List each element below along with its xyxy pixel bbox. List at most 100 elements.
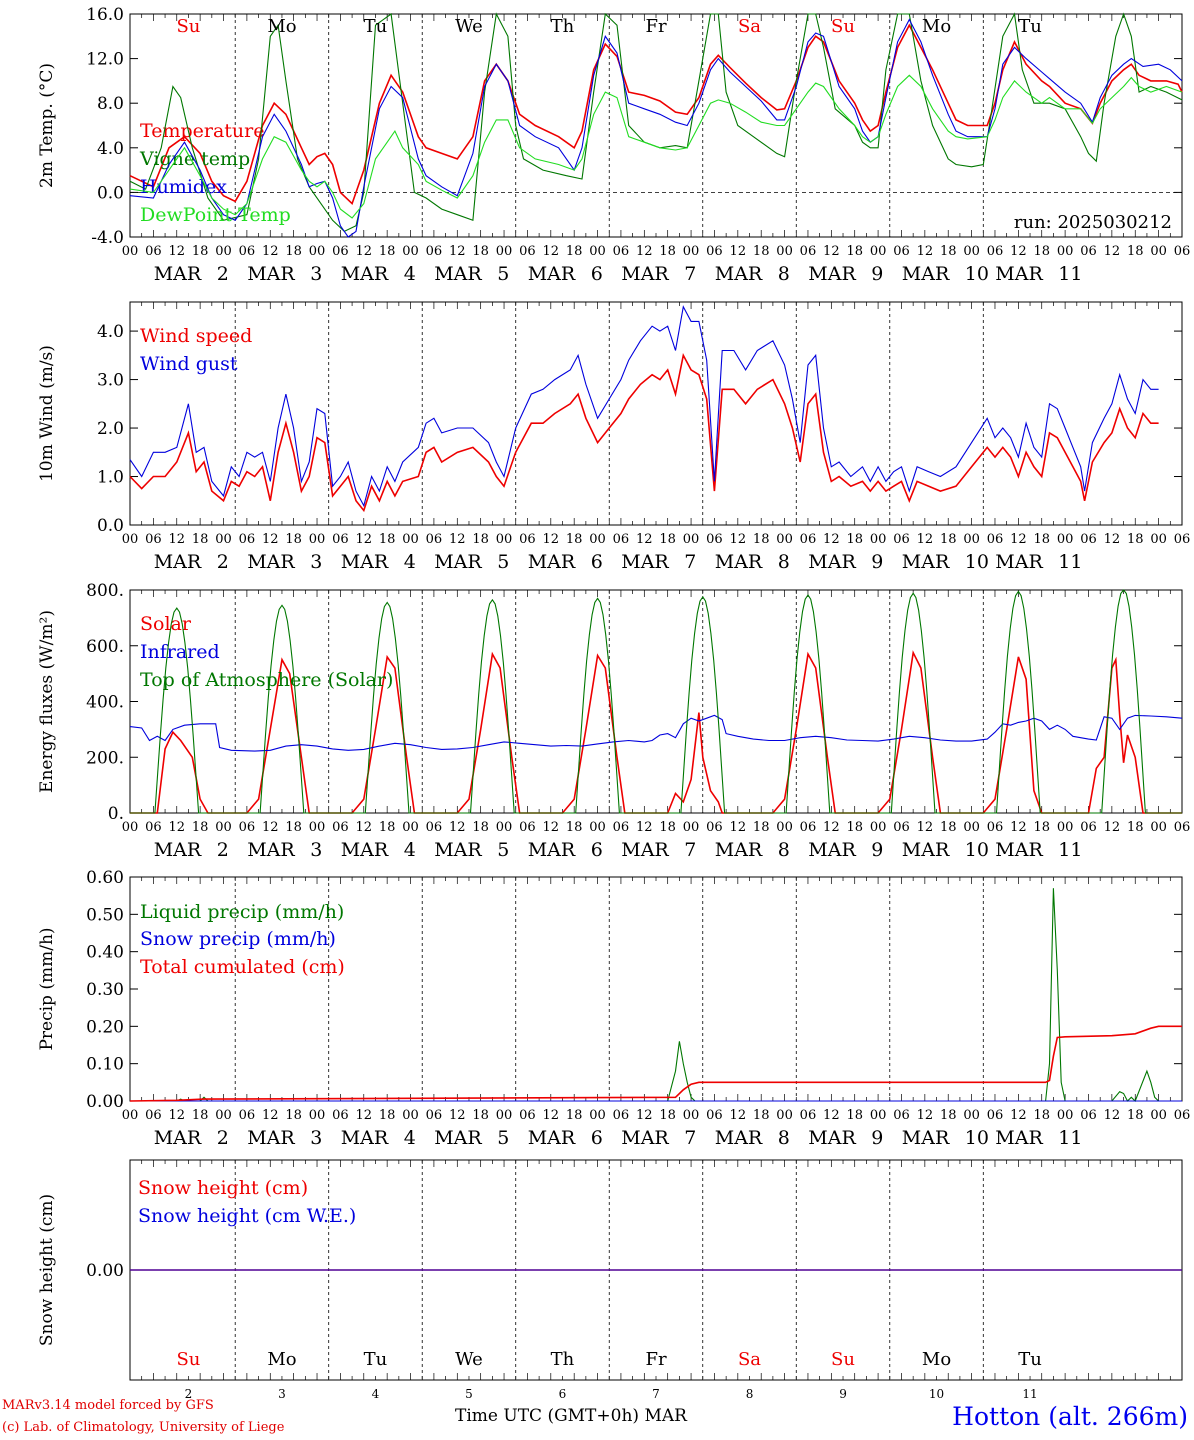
hour-tick-label: 00 bbox=[309, 1108, 326, 1123]
month-label: MAR bbox=[621, 263, 669, 285]
x-axis-title-text: Time UTC (GMT+0h) bbox=[455, 1406, 640, 1426]
month-label: MAR bbox=[434, 1127, 482, 1149]
hour-tick-label: 18 bbox=[659, 820, 676, 835]
day-date-label: 2 bbox=[217, 551, 229, 573]
hour-tick-label: 18 bbox=[659, 1108, 676, 1123]
month-label: MAR bbox=[154, 1127, 202, 1149]
legend-entry: Snow precip (mm/h) bbox=[140, 928, 336, 950]
day-date-label: 11 bbox=[1058, 263, 1082, 285]
hour-tick-label: 06 bbox=[332, 1108, 349, 1123]
hour-tick-label: 06 bbox=[145, 1108, 162, 1123]
day-date-label: 8 bbox=[778, 263, 790, 285]
hour-tick-label: 06 bbox=[800, 1108, 817, 1123]
hour-tick-label: 12 bbox=[168, 1108, 185, 1123]
day-date-label: 9 bbox=[871, 1127, 883, 1149]
month-label: MAR bbox=[715, 551, 763, 573]
hour-tick-label: 12 bbox=[917, 1108, 934, 1123]
series-total-cumulated-cm-line bbox=[129, 1025, 1182, 1102]
day-date-label: 6 bbox=[591, 263, 603, 285]
day-date-label: 11 bbox=[1058, 839, 1082, 861]
hour-tick-label: 00 bbox=[402, 820, 419, 835]
month-label: MAR bbox=[808, 551, 856, 573]
hour-tick-label: 18 bbox=[379, 1108, 396, 1123]
hour-tick-label: 06 bbox=[613, 1108, 630, 1123]
panel-3: 0. 200. 400. 600. 800. Energy fluxes (W/m²) 00… bbox=[37, 581, 1190, 861]
y-tick-label: 2.0 bbox=[97, 419, 124, 439]
hour-tick-label: 00 bbox=[496, 1108, 513, 1123]
day-of-week-label: Th bbox=[551, 1349, 575, 1370]
hour-tick-label: 18 bbox=[1127, 244, 1144, 259]
y-tick-label: 4.0 bbox=[97, 322, 124, 342]
y-tick-label: 0.30 bbox=[86, 980, 124, 1000]
hour-tick-label: 06 bbox=[519, 1108, 536, 1123]
month-label: MAR bbox=[715, 1127, 763, 1149]
hour-tick-label: 12 bbox=[823, 1108, 840, 1123]
month-label: MAR bbox=[995, 839, 1043, 861]
run-annotation: run: 2025030212 bbox=[1014, 212, 1172, 233]
month-label: MAR bbox=[715, 263, 763, 285]
hour-tick-label: 06 bbox=[239, 820, 256, 835]
month-label: MAR bbox=[902, 1127, 950, 1149]
y-tick-label: 0.40 bbox=[86, 943, 124, 963]
date-label: 7 bbox=[652, 1387, 660, 1401]
y-tick-label: 12.0 bbox=[86, 50, 124, 70]
month-label: MAR bbox=[621, 839, 669, 861]
day-date-label: 4 bbox=[404, 1127, 416, 1149]
day-date-label: 2 bbox=[217, 1127, 229, 1149]
hour-tick-label: 18 bbox=[379, 820, 396, 835]
month-label: MAR bbox=[341, 263, 389, 285]
day-of-week-label: Su bbox=[831, 16, 855, 37]
hour-tick-label: 06 bbox=[800, 532, 817, 547]
hour-tick-label: 18 bbox=[472, 532, 489, 547]
day-of-week-label: Mo bbox=[922, 1349, 951, 1370]
hour-tick-label: 18 bbox=[566, 820, 583, 835]
month-label: MAR bbox=[995, 263, 1043, 285]
hour-tick-label: 18 bbox=[192, 532, 209, 547]
day-date-label: 2 bbox=[217, 263, 229, 285]
day-date-label: 4 bbox=[404, 551, 416, 573]
hour-tick-label: 18 bbox=[940, 1108, 957, 1123]
hour-tick-label: 00 bbox=[589, 244, 606, 259]
hour-tick-label: 00 bbox=[683, 532, 700, 547]
hour-tick-label: 00 bbox=[963, 244, 980, 259]
hour-tick-label: 00 bbox=[870, 820, 887, 835]
hour-tick-label: 12 bbox=[262, 1108, 279, 1123]
hour-tick-label: 18 bbox=[1033, 820, 1050, 835]
hour-tick-label: 06 bbox=[613, 532, 630, 547]
hour-tick-label: 18 bbox=[753, 532, 770, 547]
hour-tick-label: 12 bbox=[356, 820, 373, 835]
month-label: MAR bbox=[902, 839, 950, 861]
y-tick-label: 0.60 bbox=[86, 868, 124, 888]
legend-entry: Vigne temp bbox=[139, 148, 250, 170]
day-date-label: 6 bbox=[591, 839, 603, 861]
day-date-label: 3 bbox=[310, 839, 322, 861]
day-of-week-label: Tu bbox=[364, 1349, 388, 1370]
month-label: MAR bbox=[902, 263, 950, 285]
hour-tick-label: 18 bbox=[659, 244, 676, 259]
hour-tick-label: 00 bbox=[683, 820, 700, 835]
hour-tick-label: 12 bbox=[917, 820, 934, 835]
month-label: MAR bbox=[715, 839, 763, 861]
month-label: MAR bbox=[528, 839, 576, 861]
hour-tick-label: 12 bbox=[917, 244, 934, 259]
hour-tick-label: 18 bbox=[846, 820, 863, 835]
month-label: MAR bbox=[528, 1127, 576, 1149]
y-tick-label: 1.0 bbox=[97, 468, 124, 488]
hour-tick-label: 12 bbox=[636, 820, 653, 835]
hour-tick-label: 06 bbox=[800, 244, 817, 259]
month-label: MAR bbox=[341, 839, 389, 861]
hour-tick-label: 18 bbox=[472, 1108, 489, 1123]
date-label: 9 bbox=[839, 1387, 847, 1401]
date-label: 6 bbox=[559, 1387, 567, 1401]
month-label: MAR bbox=[434, 263, 482, 285]
legend-entry: Humidex bbox=[140, 176, 227, 198]
hour-tick-label: 12 bbox=[823, 532, 840, 547]
day-of-week-label: Su bbox=[176, 1349, 200, 1370]
hour-tick-label: 06 bbox=[987, 1108, 1004, 1123]
legend-entry: Snow height (cm W.E.) bbox=[138, 1205, 356, 1227]
plot-frame bbox=[129, 301, 1183, 526]
hour-tick-label: 06 bbox=[987, 244, 1004, 259]
day-date-label: 3 bbox=[310, 1127, 322, 1149]
hour-tick-label: 18 bbox=[1033, 1108, 1050, 1123]
hour-tick-label: 06 bbox=[1174, 244, 1191, 259]
